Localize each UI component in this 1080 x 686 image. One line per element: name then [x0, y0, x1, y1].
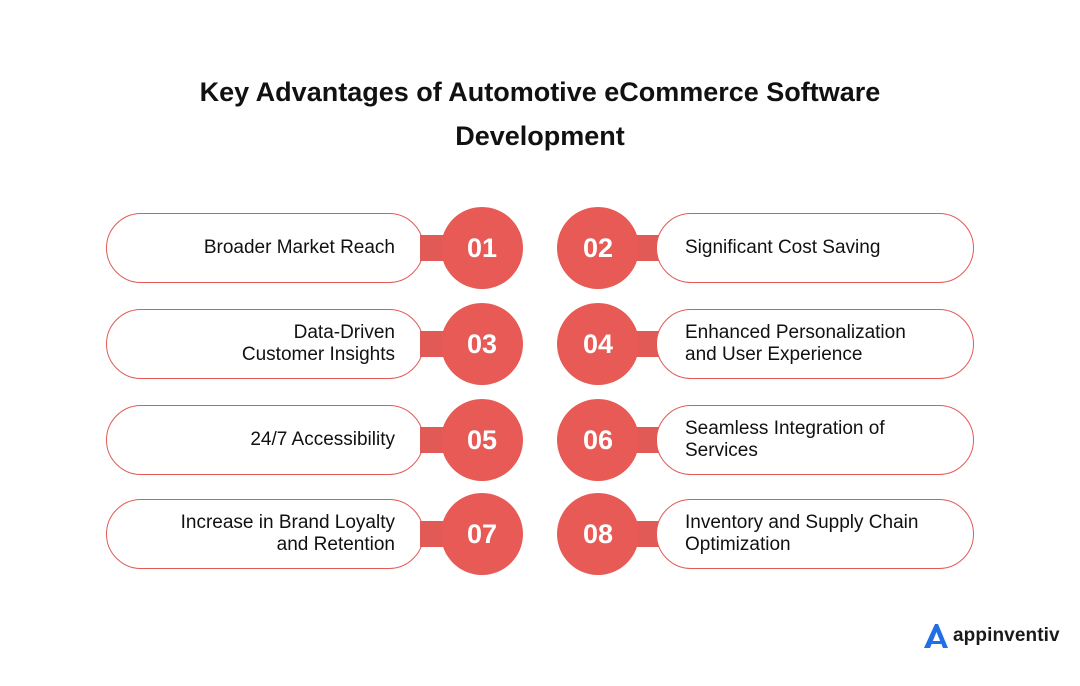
- number-badge-03: 03: [441, 303, 523, 385]
- advantage-label-line: Customer Insights: [241, 344, 395, 365]
- advantage-label-line: and Retention: [276, 534, 395, 555]
- advantage-label: Significant Cost Saving: [685, 237, 880, 259]
- advantage-label: Enhanced Personalization and User Experi…: [685, 322, 906, 366]
- logo-text: appinventiv: [953, 625, 1060, 646]
- number-badge-04: 04: [557, 303, 639, 385]
- appinventiv-logo: appinventiv: [922, 620, 1060, 652]
- advantage-card-02: Significant Cost Saving: [656, 213, 974, 283]
- advantage-label-line: Optimization: [685, 534, 791, 555]
- advantage-label-line: Broader Market Reach: [203, 237, 395, 258]
- advantage-card-05: 24/7 Accessibility: [106, 405, 424, 475]
- advantage-label-line: Significant Cost Saving: [685, 237, 881, 258]
- advantage-card-04: Enhanced Personalization and User Experi…: [656, 309, 974, 379]
- advantage-card-01: Broader Market Reach: [106, 213, 424, 283]
- number-badge-06: 06: [557, 399, 639, 481]
- number-badge-07: 07: [441, 493, 523, 575]
- number-badge-02: 02: [557, 207, 639, 289]
- advantage-card-03: Data-Driven Customer Insights: [106, 309, 424, 379]
- advantage-label-line: Increase in Brand Loyalty: [180, 512, 395, 533]
- advantage-card-07: Increase in Brand Loyalty and Retention: [106, 499, 424, 569]
- advantage-label-line: Enhanced Personalization: [685, 322, 906, 343]
- title-line-2: Development: [455, 121, 625, 151]
- number-badge-05: 05: [441, 399, 523, 481]
- advantage-label: Broader Market Reach: [204, 237, 395, 259]
- advantage-label-line: Data-Driven: [293, 322, 395, 343]
- advantage-label: 24/7 Accessibility: [250, 429, 395, 451]
- advantage-label: Data-Driven Customer Insights: [242, 322, 395, 366]
- page-title: Key Advantages of Automotive eCommerce S…: [140, 70, 940, 158]
- number-badge-08: 08: [557, 493, 639, 575]
- advantage-card-06: Seamless Integration of Services: [656, 405, 974, 475]
- advantage-label-line: and User Experience: [685, 344, 863, 365]
- advantage-label-line: Services: [685, 440, 758, 461]
- advantage-label: Seamless Integration of Services: [685, 418, 885, 462]
- advantage-label-line: Seamless Integration of: [685, 418, 885, 439]
- title-line-1: Key Advantages of Automotive eCommerce S…: [199, 77, 881, 107]
- advantage-label: Inventory and Supply Chain Optimization: [685, 512, 918, 556]
- number-badge-01: 01: [441, 207, 523, 289]
- advantage-card-08: Inventory and Supply Chain Optimization: [656, 499, 974, 569]
- advantage-label: Increase in Brand Loyalty and Retention: [181, 512, 395, 556]
- appinventiv-logo-icon: [924, 624, 948, 648]
- advantage-label-line: Inventory and Supply Chain: [685, 512, 919, 533]
- advantage-label-line: 24/7 Accessibility: [250, 429, 395, 450]
